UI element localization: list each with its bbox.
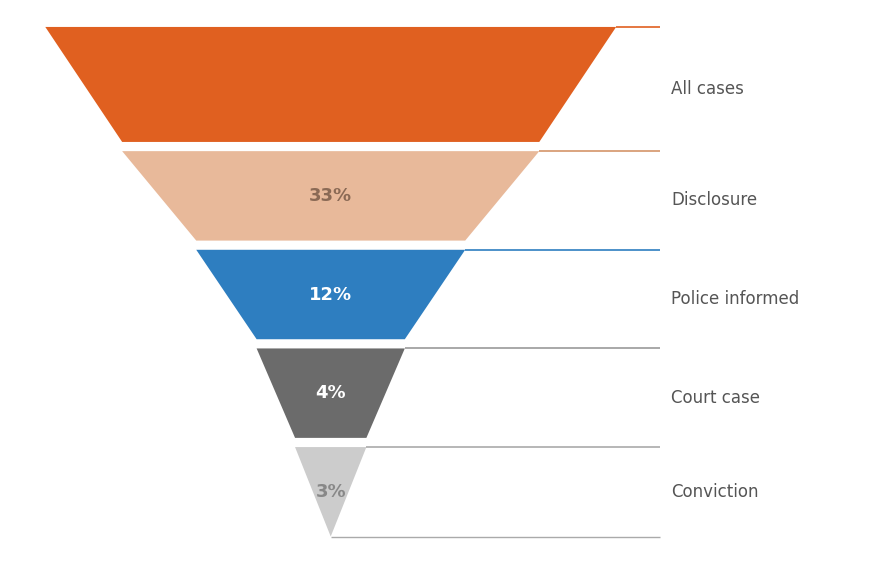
Polygon shape <box>196 250 465 339</box>
Text: 33%: 33% <box>309 187 352 205</box>
Polygon shape <box>295 447 366 537</box>
Text: All cases: All cases <box>671 80 744 98</box>
Text: Police informed: Police informed <box>671 290 799 308</box>
Text: 12%: 12% <box>309 285 352 303</box>
Polygon shape <box>45 27 616 142</box>
Text: Court case: Court case <box>671 389 760 407</box>
Polygon shape <box>256 349 405 438</box>
Polygon shape <box>122 151 539 241</box>
Text: Disclosure: Disclosure <box>671 192 757 210</box>
Text: Conviction: Conviction <box>671 483 759 501</box>
Text: 4%: 4% <box>315 384 346 402</box>
Text: 3%: 3% <box>315 483 346 501</box>
